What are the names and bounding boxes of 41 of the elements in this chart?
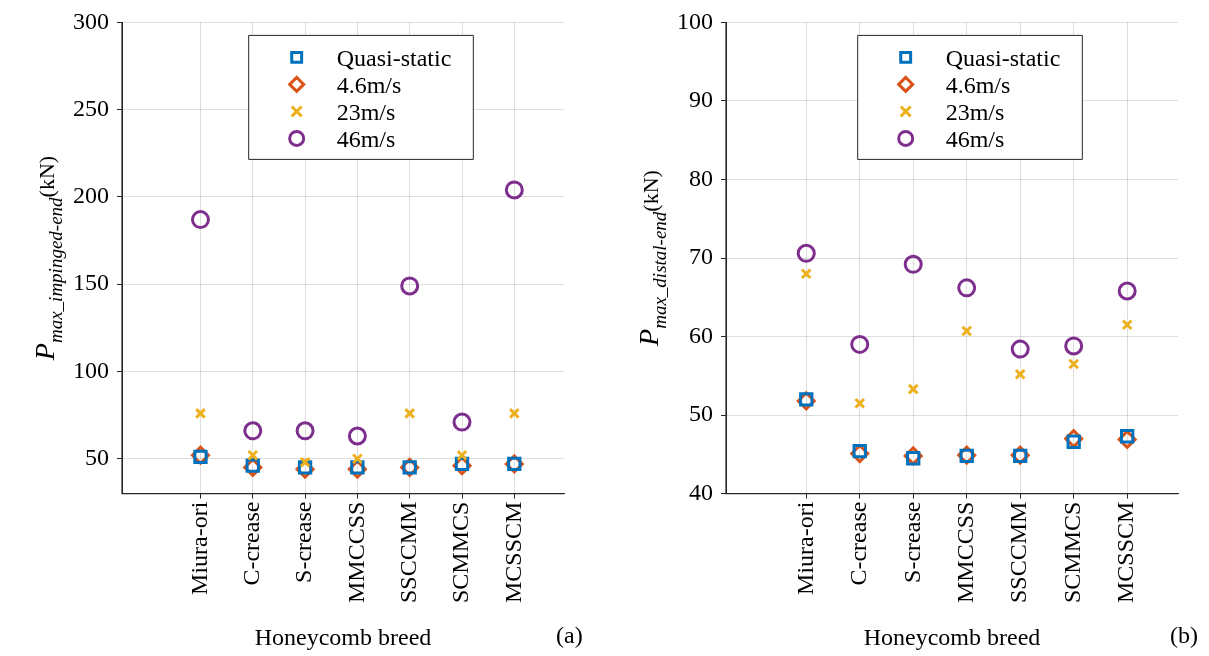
legend-label: 46m/s	[336, 125, 396, 152]
legend-label: 4.6m/s	[945, 71, 1011, 98]
y-tick-label: 50	[85, 444, 109, 470]
x-tick-label: Miura-ori	[185, 501, 212, 595]
x-tick-label: SCMMCS	[1058, 501, 1085, 603]
x-tick-label: C-crease	[238, 501, 265, 586]
y-tick-label: 150	[73, 269, 109, 296]
x-tick-label: S-crease	[290, 501, 317, 583]
text: (a)	[556, 622, 583, 648]
legend-label: 23m/s	[336, 98, 396, 125]
x-tick-label: S-crease	[898, 501, 925, 583]
x-tick-label: SSCCMM	[394, 501, 421, 603]
x-axis-title: Honeycomb breed	[254, 624, 432, 650]
x-tick-label: SSCCMM	[1005, 501, 1032, 603]
legend-label: 23m/s	[945, 98, 1005, 125]
x-tick-label: MCSSCM	[1112, 501, 1139, 603]
y-tick-label: 50	[689, 400, 713, 427]
x-tick-label: SCMMCS	[447, 501, 474, 603]
y-tick-label: 70	[689, 243, 713, 270]
y-tick-label: 80	[689, 164, 713, 191]
y-axis-title: Pmax_impinged-end(kN)	[29, 155, 66, 362]
x-tick-label: MMCCSS	[342, 501, 369, 603]
legend-label: 46m/s	[945, 125, 1005, 152]
x-axis-title: Honeycomb breed	[863, 624, 1041, 650]
x-tick-label: C-crease	[845, 501, 872, 586]
legend-label: Quasi-static	[336, 44, 452, 71]
y-tick-label: 200	[73, 182, 109, 209]
y-tick-label: 90	[689, 86, 713, 113]
legend-label: 4.6m/s	[336, 71, 402, 98]
y-tick-label: 100	[677, 7, 713, 34]
x-tick-label: MCSSCM	[499, 501, 526, 603]
y-tick-label: 300	[73, 7, 109, 34]
y-tick-label: 40	[689, 478, 713, 505]
y-tick-label: 250	[73, 94, 109, 121]
x-tick-label: MMCCSS	[952, 501, 979, 603]
y-axis-title: Pmax_distal-end(kN)	[633, 170, 670, 347]
text: (b)	[1170, 622, 1198, 648]
legend-label: Quasi-static	[945, 44, 1061, 71]
x-tick-label: Miura-ori	[791, 501, 818, 595]
y-tick-label: 60	[689, 321, 713, 348]
y-tick-label: 100	[73, 356, 109, 383]
